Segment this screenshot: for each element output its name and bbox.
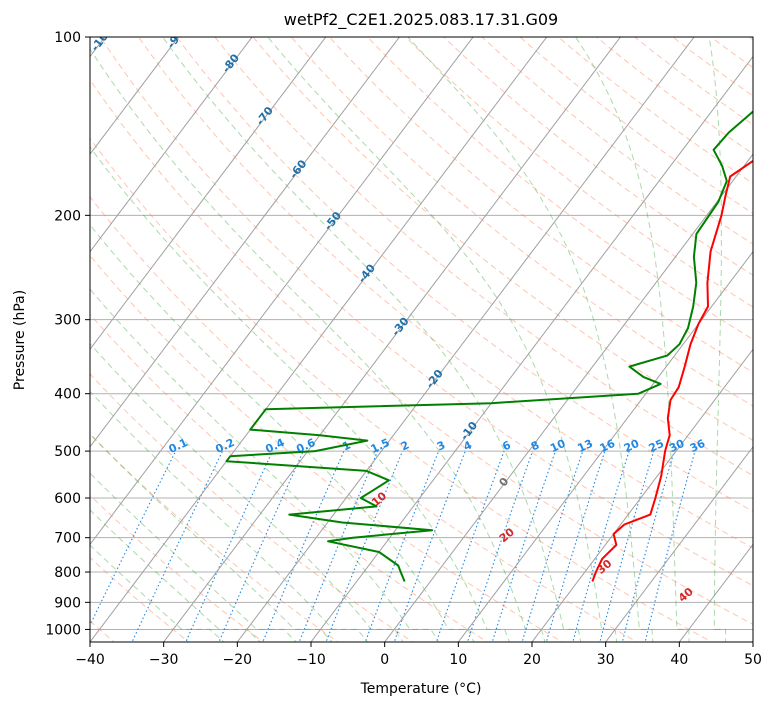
mixing-ratio-line bbox=[298, 450, 379, 642]
isotherm bbox=[531, 348, 753, 642]
x-axis-title: Temperature (°C) bbox=[360, 681, 482, 697]
y-tick-label: 200 bbox=[54, 208, 81, 224]
isotherm bbox=[163, 37, 622, 642]
mixing-ratio-line bbox=[572, 450, 630, 642]
x-tick-label: −30 bbox=[149, 652, 179, 668]
x-tick-label: 40 bbox=[670, 652, 688, 668]
isotherm bbox=[90, 37, 401, 448]
dewpoint-profile bbox=[225, 110, 753, 582]
isotherm bbox=[90, 37, 253, 253]
isotherm bbox=[310, 55, 753, 642]
mixing-ratio-label: 16 bbox=[598, 437, 618, 455]
dry-adiabat bbox=[290, 37, 753, 407]
moist-adiabats bbox=[90, 37, 727, 642]
y-tick-label: 700 bbox=[54, 531, 81, 547]
y-tick-label: 100 bbox=[54, 30, 81, 46]
mixing-ratio-line bbox=[545, 450, 606, 642]
isotherm bbox=[90, 37, 180, 155]
moist-adiabat bbox=[90, 544, 225, 642]
moist-adiabat bbox=[90, 146, 510, 642]
moist-adiabat bbox=[90, 48, 546, 642]
y-axis-title: Pressure (hPa) bbox=[12, 290, 28, 390]
moist-adiabat bbox=[90, 288, 439, 642]
moist-adiabat bbox=[90, 224, 475, 642]
mixing-ratio-line bbox=[644, 450, 696, 642]
moist-adiabat bbox=[575, 37, 690, 642]
isotherm bbox=[236, 37, 695, 642]
mixing-ratio-label: 10 bbox=[548, 437, 568, 455]
mixing-ratio-label: 20 bbox=[622, 437, 642, 455]
mixing-ratio-line bbox=[491, 450, 556, 642]
mixing-ratio-label: 30 bbox=[667, 437, 687, 455]
x-tick-label: −10 bbox=[296, 652, 326, 668]
dry-adiabat bbox=[99, 37, 753, 587]
x-tick-label: 10 bbox=[449, 652, 467, 668]
x-tick-label: −20 bbox=[223, 652, 253, 668]
dry-adiabat bbox=[90, 433, 340, 642]
plot-area: 0.1 0.2 0.4 0.6 1 1.5 2 3 4 6 8 10 13 16 20 25 30 36-100-… bbox=[90, 37, 753, 642]
x-tick-label: 50 bbox=[744, 652, 762, 668]
y-tick-label: 900 bbox=[54, 595, 81, 611]
plot-frame bbox=[89, 36, 754, 643]
y-tick-label: 300 bbox=[54, 313, 81, 329]
dry-adiabat bbox=[214, 37, 753, 477]
mixing-ratio-line bbox=[325, 450, 404, 642]
mixing-ratio-line bbox=[621, 450, 675, 642]
y-axis: 100 200 300 400 500 600 700 800 900 1000 bbox=[45, 30, 90, 638]
dry-adiabat bbox=[137, 37, 753, 549]
y-tick-label: 600 bbox=[54, 491, 81, 507]
mixing-ratio-line bbox=[393, 450, 466, 642]
y-tick-label: 500 bbox=[54, 444, 81, 460]
isotherm bbox=[384, 153, 753, 642]
dry-adiabat bbox=[90, 373, 414, 642]
isotherm bbox=[90, 37, 548, 642]
moist-adiabat bbox=[708, 37, 727, 642]
x-tick-label: 30 bbox=[597, 652, 615, 668]
y-tick-label: 400 bbox=[54, 387, 81, 403]
x-tick-label: 0 bbox=[380, 652, 389, 668]
x-axis: −40 −30 −20 −10 0 10 20 30 40 50 bbox=[75, 642, 762, 668]
moist-adiabat bbox=[90, 342, 404, 642]
x-tick-label: 20 bbox=[523, 652, 541, 668]
moist-adiabat bbox=[90, 390, 369, 642]
isotherm bbox=[605, 446, 753, 642]
pressure-gridlines bbox=[90, 37, 753, 630]
chart-title: wetPf2_C2E1.2025.083.17.31.G09 bbox=[284, 10, 558, 30]
y-tick-label: 800 bbox=[54, 565, 81, 581]
mixing-ratio-line bbox=[364, 450, 440, 642]
mixing-ratio-line bbox=[435, 450, 505, 642]
isotherm bbox=[90, 37, 327, 351]
dry-adiabat bbox=[252, 37, 753, 441]
moist-adiabat bbox=[90, 472, 297, 642]
mixing-ratio-label: 36 bbox=[688, 437, 708, 455]
mixing-ratio-label: 25 bbox=[647, 437, 666, 455]
isotherm bbox=[457, 250, 753, 642]
temperature-profile bbox=[591, 159, 753, 582]
dry-adiabat bbox=[176, 37, 753, 513]
x-tick-label: −40 bbox=[75, 652, 105, 668]
dry-adiabat bbox=[90, 254, 564, 642]
moist-adiabat bbox=[267, 37, 618, 642]
mixing-ratio-line bbox=[521, 450, 584, 642]
mixing-ratio-label: 13 bbox=[576, 437, 595, 455]
mixing-ratio-line bbox=[599, 450, 655, 642]
sounding-series bbox=[225, 110, 753, 582]
isotherm bbox=[90, 37, 474, 546]
dry-adiabat bbox=[90, 196, 639, 642]
y-tick-label: 1000 bbox=[45, 622, 81, 638]
isotherms bbox=[90, 37, 753, 642]
